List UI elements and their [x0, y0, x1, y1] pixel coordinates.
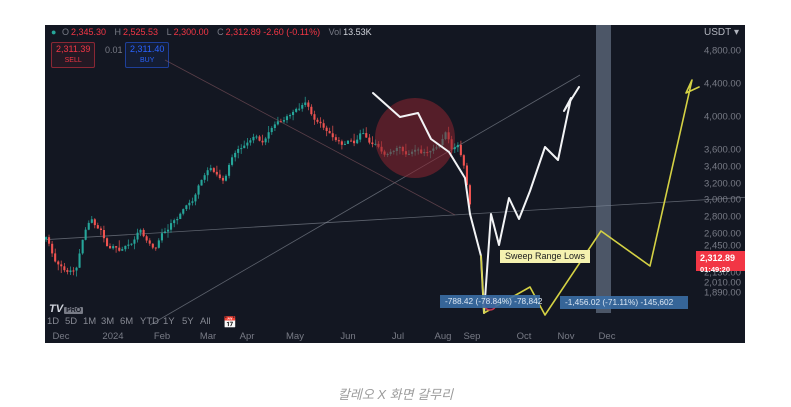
svg-text:Sweep Range Lows: Sweep Range Lows: [505, 251, 586, 261]
svg-text:-1,456.02 (-71.11%) -145,602: -1,456.02 (-71.11%) -145,602: [565, 297, 674, 307]
svg-text:-788.42 (-78.84%) -78,842: -788.42 (-78.84%) -78,842: [445, 296, 543, 306]
